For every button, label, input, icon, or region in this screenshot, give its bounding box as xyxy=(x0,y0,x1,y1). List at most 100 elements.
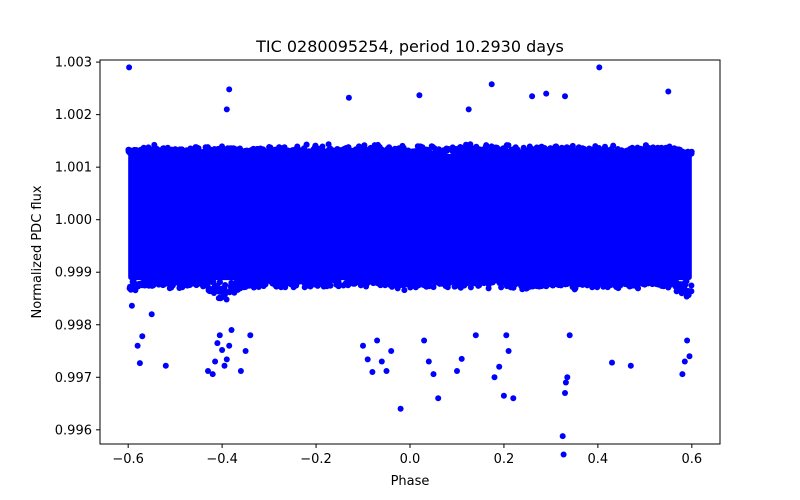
outlier-point xyxy=(665,88,672,95)
data-point xyxy=(216,279,223,285)
data-point xyxy=(135,151,142,157)
data-point xyxy=(683,291,690,298)
data-point xyxy=(594,284,601,291)
outlier-point xyxy=(128,302,135,309)
outlier-point xyxy=(562,379,569,386)
data-point xyxy=(222,287,229,294)
data-point xyxy=(572,285,579,292)
data-point xyxy=(368,148,375,155)
outlier-point xyxy=(503,332,510,339)
outlier-point xyxy=(228,327,235,333)
y-tick-label: 0.999 xyxy=(55,266,92,281)
data-point xyxy=(126,149,133,155)
data-point xyxy=(400,277,407,284)
data-point xyxy=(211,286,218,293)
outlier-point xyxy=(242,348,249,354)
outlier-point xyxy=(543,90,550,97)
data-point xyxy=(524,285,531,291)
outlier-point xyxy=(505,348,512,354)
x-tick-label: 0.0 xyxy=(400,452,421,467)
data-point xyxy=(507,280,514,286)
outlier-point xyxy=(212,358,219,365)
data-point xyxy=(227,283,234,290)
data-point xyxy=(580,277,587,284)
data-point xyxy=(457,144,464,151)
x-tick-label: −0.4 xyxy=(206,452,238,467)
data-point xyxy=(611,282,618,288)
data-point xyxy=(225,146,232,153)
data-point xyxy=(399,146,406,153)
outlier-point xyxy=(345,94,352,101)
data-point xyxy=(294,278,301,285)
data-point xyxy=(179,279,186,286)
data-point xyxy=(346,278,353,285)
data-point xyxy=(401,287,408,294)
data-point xyxy=(485,285,492,292)
data-point xyxy=(363,150,370,157)
data-point xyxy=(301,148,307,155)
data-point xyxy=(148,146,155,153)
data-point xyxy=(407,150,414,156)
data-point xyxy=(468,278,475,285)
data-point xyxy=(679,283,686,290)
outlier-point xyxy=(472,332,479,339)
outlier-point xyxy=(388,348,395,354)
y-tick-label: 1.002 xyxy=(55,108,92,123)
data-point xyxy=(311,149,318,156)
outlier-point xyxy=(416,92,423,99)
y-tick-label: 1.001 xyxy=(55,161,92,176)
outlier-point xyxy=(529,93,536,100)
data-point xyxy=(393,148,400,155)
outlier-point xyxy=(364,356,371,363)
data-point xyxy=(276,144,283,151)
y-axis-label: Normalized PDC flux xyxy=(30,185,45,318)
data-point xyxy=(516,278,523,284)
data-point xyxy=(355,148,362,155)
outlier-point xyxy=(219,347,226,353)
data-point xyxy=(520,144,527,151)
outlier-point xyxy=(596,64,603,71)
data-point xyxy=(433,150,440,157)
data-point xyxy=(615,148,622,155)
data-point xyxy=(335,283,342,290)
outlier-point xyxy=(237,368,244,374)
x-tick-label: 0.4 xyxy=(588,452,609,467)
data-point xyxy=(568,277,575,284)
data-point xyxy=(169,277,176,284)
data-point xyxy=(494,150,500,157)
data-point xyxy=(327,277,334,284)
data-point xyxy=(260,146,267,153)
outlier-point xyxy=(454,368,460,374)
outlier-point xyxy=(491,374,498,381)
outlier-point xyxy=(510,395,517,402)
data-point xyxy=(549,150,556,156)
outlier-point xyxy=(421,337,428,344)
data-point xyxy=(533,144,540,151)
data-point xyxy=(650,149,657,156)
data-point xyxy=(531,151,538,157)
data-point xyxy=(597,279,604,286)
outlier-point xyxy=(681,358,688,365)
data-point xyxy=(419,144,426,151)
data-point xyxy=(360,280,367,287)
data-point xyxy=(129,278,136,285)
outlier-point xyxy=(564,374,571,381)
outlier-point xyxy=(162,362,169,369)
outlier-point xyxy=(226,342,233,349)
outlier-point xyxy=(425,358,432,365)
y-axis: 0.996 0.997 0.998 0.999 1.000 1.001 1.002 1.003 xyxy=(55,56,100,438)
data-point xyxy=(142,149,149,156)
outlier-point xyxy=(430,371,437,378)
data-point xyxy=(508,149,515,156)
data-point xyxy=(537,148,544,155)
data-point xyxy=(185,278,192,284)
data-point xyxy=(478,278,485,285)
data-point xyxy=(349,148,356,154)
data-point xyxy=(315,278,322,285)
data-point xyxy=(411,281,418,287)
outlier-point xyxy=(205,368,211,374)
data-point xyxy=(488,144,494,151)
data-point xyxy=(210,279,217,286)
outlier-point xyxy=(360,342,366,349)
outlier-point xyxy=(126,64,133,71)
